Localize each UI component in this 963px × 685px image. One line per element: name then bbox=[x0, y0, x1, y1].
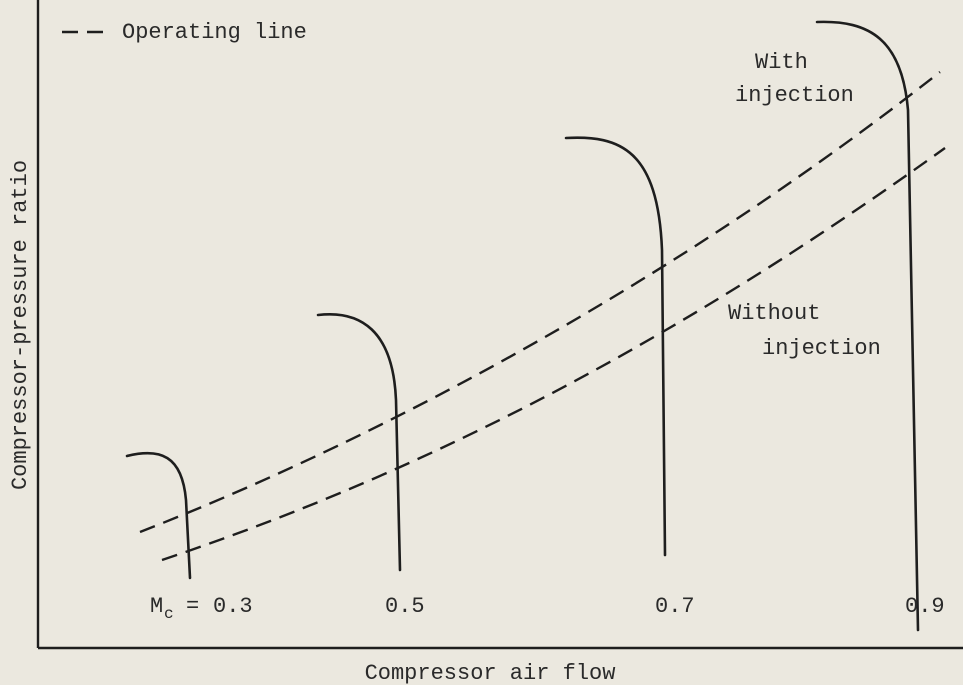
speed-line bbox=[316, 313, 402, 572]
speed-subscript: c bbox=[164, 605, 174, 623]
operating-line-with-injection bbox=[139, 71, 941, 534]
speed-label: 0.3 bbox=[213, 594, 253, 619]
speed-label: 0.5 bbox=[385, 594, 425, 619]
speed-label: 0.7 bbox=[655, 594, 695, 619]
speed-line bbox=[815, 20, 920, 632]
x-axis-label: Compressor air flow bbox=[365, 661, 616, 685]
curve-label: Without bbox=[728, 301, 820, 326]
legend-label: Operating line bbox=[122, 20, 307, 45]
speed-line bbox=[564, 136, 667, 557]
speed-line bbox=[125, 451, 192, 580]
speed-symbol: M bbox=[150, 594, 163, 619]
curve-label: injection bbox=[762, 336, 881, 361]
curve-label: injection bbox=[735, 83, 854, 108]
speed-equals: = bbox=[186, 594, 199, 619]
operating-line-without-injection bbox=[161, 147, 946, 562]
speed-label: 0.9 bbox=[905, 594, 945, 619]
curve-label: With bbox=[755, 50, 808, 75]
y-axis-label: Compressor-pressure ratio bbox=[8, 160, 33, 490]
